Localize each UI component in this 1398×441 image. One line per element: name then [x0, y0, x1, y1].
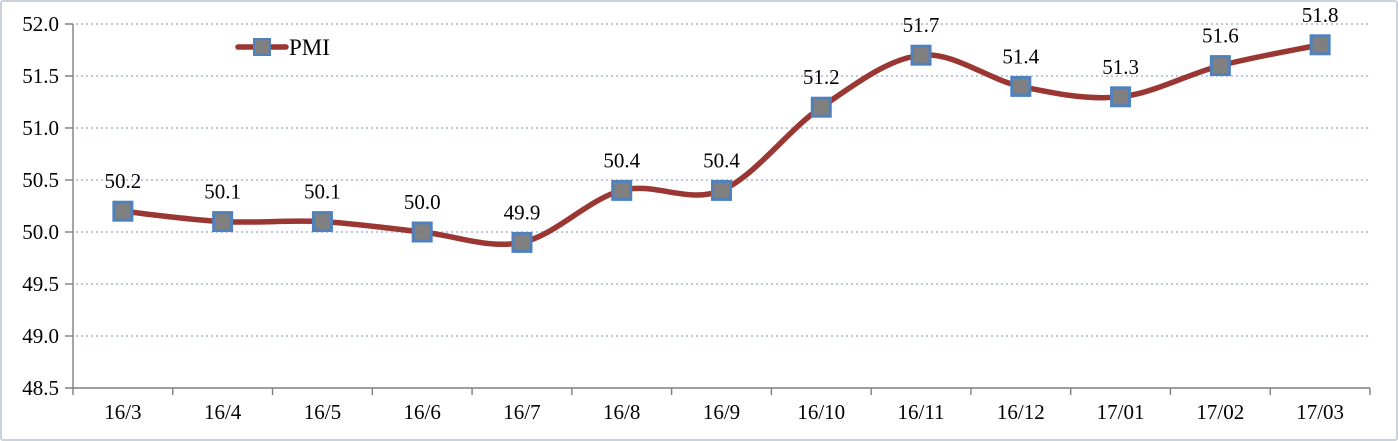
- data-point-label: 51.3: [1102, 55, 1139, 79]
- data-point-marker: [810, 96, 832, 118]
- data-point-label: 50.0: [404, 190, 441, 214]
- x-axis-tick-label: 17/01: [1097, 400, 1145, 424]
- x-axis-tick-label: 16/5: [304, 400, 341, 424]
- x-axis-tick-label: 16/4: [204, 400, 242, 424]
- data-point-marker: [112, 200, 134, 222]
- data-point-marker: [711, 179, 732, 201]
- y-axis-tick-label: 50.0: [22, 220, 59, 244]
- data-point-label: 50.4: [703, 148, 740, 172]
- data-point-label: 50.4: [603, 148, 640, 172]
- data-point-marker: [1110, 86, 1132, 108]
- data-point-label: 49.9: [504, 200, 541, 224]
- data-point-marker: [1209, 55, 1231, 77]
- x-axis-tick-label: 17/03: [1296, 400, 1344, 424]
- y-axis-tick-label: 51.0: [22, 116, 59, 140]
- y-axis-tick-label: 52.0: [22, 12, 59, 36]
- data-point-label: 51.2: [803, 65, 840, 89]
- y-axis-tick-label: 50.5: [22, 168, 59, 192]
- data-point-label: 50.2: [105, 169, 142, 193]
- x-axis-tick-label: 16/10: [797, 400, 845, 424]
- data-point-marker: [910, 44, 932, 66]
- data-point-label: 50.1: [304, 180, 341, 204]
- x-axis-tick-label: 16/8: [603, 400, 640, 424]
- data-point-marker: [212, 211, 234, 233]
- x-axis-tick-label: 16/9: [703, 400, 740, 424]
- data-point-label: 51.6: [1202, 24, 1239, 48]
- x-axis-tick-label: 16/12: [997, 400, 1045, 424]
- legend-label: PMI: [289, 35, 330, 60]
- data-point-marker: [411, 221, 433, 243]
- legend-marker-sample: [253, 38, 271, 56]
- data-point-marker: [311, 211, 333, 233]
- y-axis-tick-label: 51.5: [22, 64, 59, 88]
- y-axis-tick-label: 49.0: [22, 324, 59, 348]
- data-point-label: 50.1: [204, 180, 241, 204]
- data-point-label: 51.8: [1302, 3, 1339, 27]
- x-axis-tick-label: 16/3: [104, 400, 141, 424]
- data-point-marker: [1309, 34, 1331, 56]
- x-axis-tick-label: 16/11: [898, 400, 945, 424]
- data-point-marker: [611, 179, 633, 201]
- x-axis-tick-label: 16/6: [404, 400, 441, 424]
- data-point-label: 51.4: [1002, 44, 1039, 68]
- x-axis-tick-label: 17/02: [1196, 400, 1244, 424]
- data-point-marker: [1010, 75, 1032, 97]
- y-axis-tick-label: 48.5: [22, 376, 59, 400]
- data-point-marker: [511, 231, 533, 253]
- x-axis-tick-label: 16/7: [503, 400, 540, 424]
- y-axis-tick-label: 49.5: [22, 272, 59, 296]
- legend: PMI: [235, 35, 330, 60]
- pmi-series-line: [120, 42, 1323, 248]
- data-point-label: 51.7: [903, 13, 940, 37]
